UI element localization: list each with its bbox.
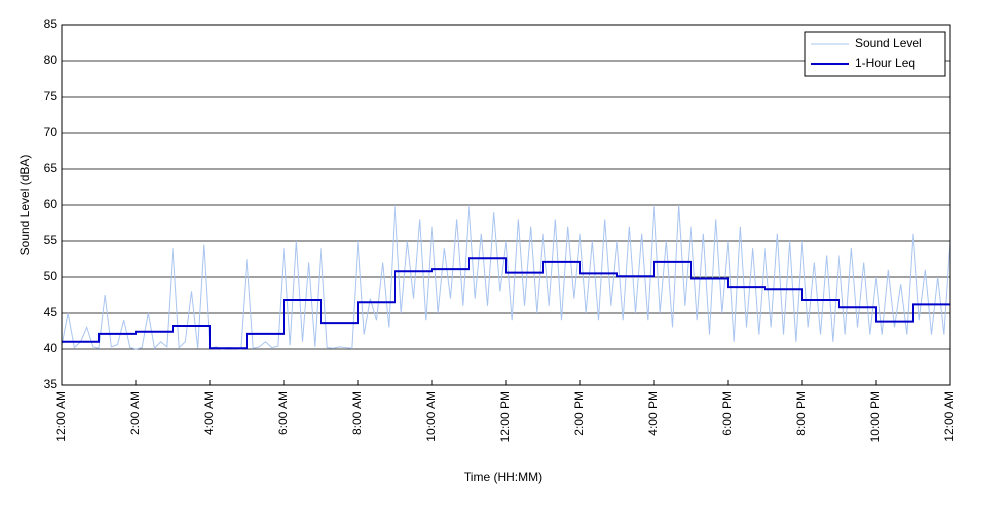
x-tick-label: 8:00 PM	[794, 391, 808, 436]
y-tick-label: 35	[44, 377, 58, 391]
y-tick-label: 45	[44, 305, 58, 319]
y-tick-label: 70	[44, 125, 58, 139]
plot-frame	[61, 24, 951, 386]
x-tick-label: 8:00 AM	[350, 391, 364, 435]
x-tick-label: 2:00 AM	[128, 391, 142, 435]
x-tick-label: 12:00 AM	[54, 391, 68, 442]
y-tick-label: 75	[44, 89, 58, 103]
legend-box	[804, 31, 946, 77]
x-tick-label: 4:00 PM	[646, 391, 660, 436]
y-tick-label: 40	[44, 341, 58, 355]
legend-label: 1-Hour Leq	[855, 56, 915, 70]
x-tick-label: 4:00 AM	[202, 391, 216, 435]
x-tick-label: 6:00 PM	[720, 391, 734, 436]
x-tick-label: 12:00 PM	[498, 391, 512, 442]
x-tick-label: 10:00 AM	[424, 391, 438, 442]
x-tick-label: 12:00 AM	[942, 391, 956, 442]
x-tick-label: 2:00 PM	[572, 391, 586, 436]
y-tick-label: 60	[44, 197, 58, 211]
x-axis-label: Time (HH:MM)	[464, 470, 542, 484]
y-tick-label: 80	[44, 53, 58, 67]
x-tick-label: 6:00 AM	[276, 391, 290, 435]
y-tick-label: 55	[44, 233, 58, 247]
y-axis-label: Sound Level (dBA)	[18, 155, 32, 256]
y-tick-label: 85	[44, 17, 58, 31]
y-tick-label: 65	[44, 161, 58, 175]
legend-label: Sound Level	[855, 36, 922, 50]
x-tick-label: 10:00 PM	[868, 391, 882, 442]
series-line	[62, 257, 950, 350]
y-tick-label: 50	[44, 269, 58, 283]
